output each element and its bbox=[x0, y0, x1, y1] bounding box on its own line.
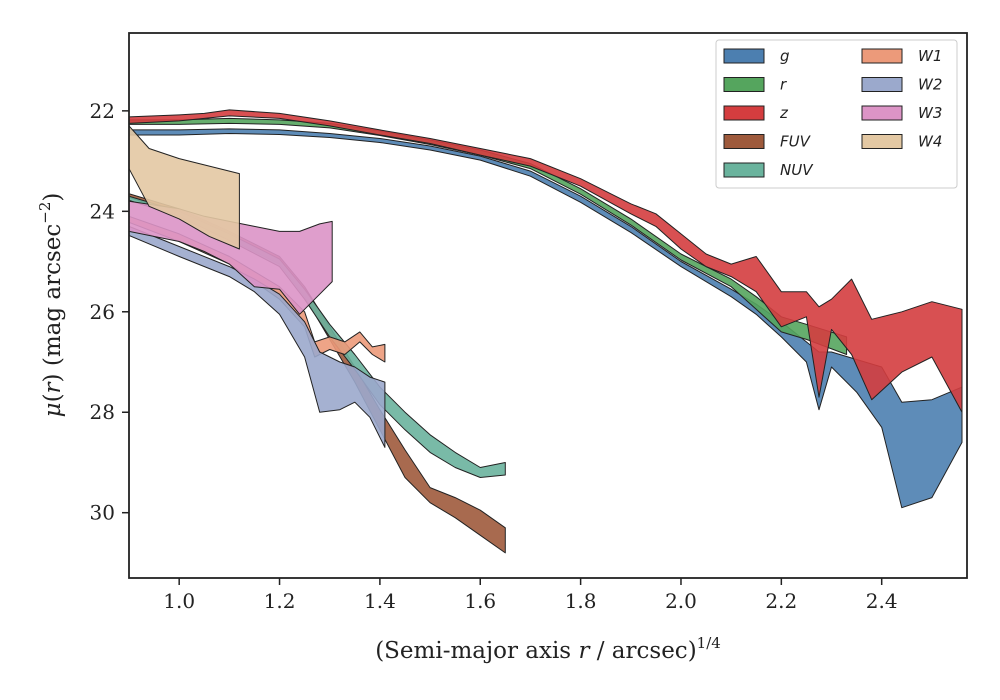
x-tick-label: 1.2 bbox=[264, 589, 296, 613]
legend-item-r: r bbox=[723, 76, 787, 94]
x-tick-label: 2.4 bbox=[866, 589, 898, 613]
legend: grz FUV NUV W1 W2 W3 W4 bbox=[715, 39, 958, 189]
legend-item-w3: W3 bbox=[861, 104, 942, 122]
y-tick-label: 24 bbox=[90, 199, 115, 223]
legend-label: NUV bbox=[780, 161, 814, 179]
legend-swatch bbox=[861, 134, 903, 149]
ticks-layer: 1.0 1.2 1.4 1.6 1.8 2.0 2.2 2.4 22 24 26 28 30 bbox=[90, 99, 898, 613]
x-tick-label: 2.2 bbox=[765, 589, 797, 613]
legend-swatch bbox=[861, 77, 903, 92]
x-tick-label: 1.0 bbox=[163, 589, 195, 613]
legend-item-g: g bbox=[723, 47, 790, 65]
legend-label: z bbox=[779, 104, 789, 122]
bands-layer bbox=[129, 109, 963, 554]
y-tick-label: 28 bbox=[90, 400, 115, 424]
legend-item-w4: W4 bbox=[861, 133, 942, 151]
x-axis-label: (Semi-major axis r / arcsec)1/4 bbox=[375, 634, 721, 664]
y-tick-label: 30 bbox=[90, 501, 115, 525]
legend-swatch bbox=[723, 77, 765, 92]
legend-swatch bbox=[723, 48, 765, 64]
legend-item-z: z bbox=[723, 104, 789, 122]
band-w4 bbox=[129, 125, 240, 250]
x-tick-label: 1.4 bbox=[364, 589, 396, 613]
band-g bbox=[129, 128, 963, 509]
band-w2 bbox=[129, 225, 386, 448]
plot-frame bbox=[128, 32, 968, 579]
x-tick-label: 1.8 bbox=[565, 589, 597, 613]
legend-swatch bbox=[861, 105, 903, 121]
legend-swatch bbox=[723, 105, 765, 121]
legend-label: r bbox=[780, 76, 787, 94]
legend-label: W1 bbox=[918, 47, 942, 65]
y-tick-label: 26 bbox=[90, 300, 115, 324]
legend-item-fuv: FUV bbox=[723, 133, 812, 151]
legend-swatch bbox=[723, 162, 765, 178]
legend-item-nuv: NUV bbox=[723, 161, 814, 179]
legend-label: W3 bbox=[918, 104, 942, 122]
legend-item-w1: W1 bbox=[861, 47, 942, 65]
legend-label: g bbox=[780, 47, 790, 65]
legend-label: W2 bbox=[918, 76, 942, 94]
legend-swatch bbox=[723, 134, 765, 149]
legend-label: FUV bbox=[780, 133, 812, 151]
band-z bbox=[129, 109, 963, 413]
y-axis-label: μ(r) (mag arcsec−2) bbox=[36, 193, 66, 418]
x-tick-label: 1.6 bbox=[464, 589, 496, 613]
legend-item-w2: W2 bbox=[861, 76, 942, 94]
legend-label: W4 bbox=[918, 133, 942, 151]
y-tick-label: 22 bbox=[90, 99, 115, 123]
x-tick-label: 2.0 bbox=[665, 589, 697, 613]
legend-swatch bbox=[861, 48, 903, 64]
